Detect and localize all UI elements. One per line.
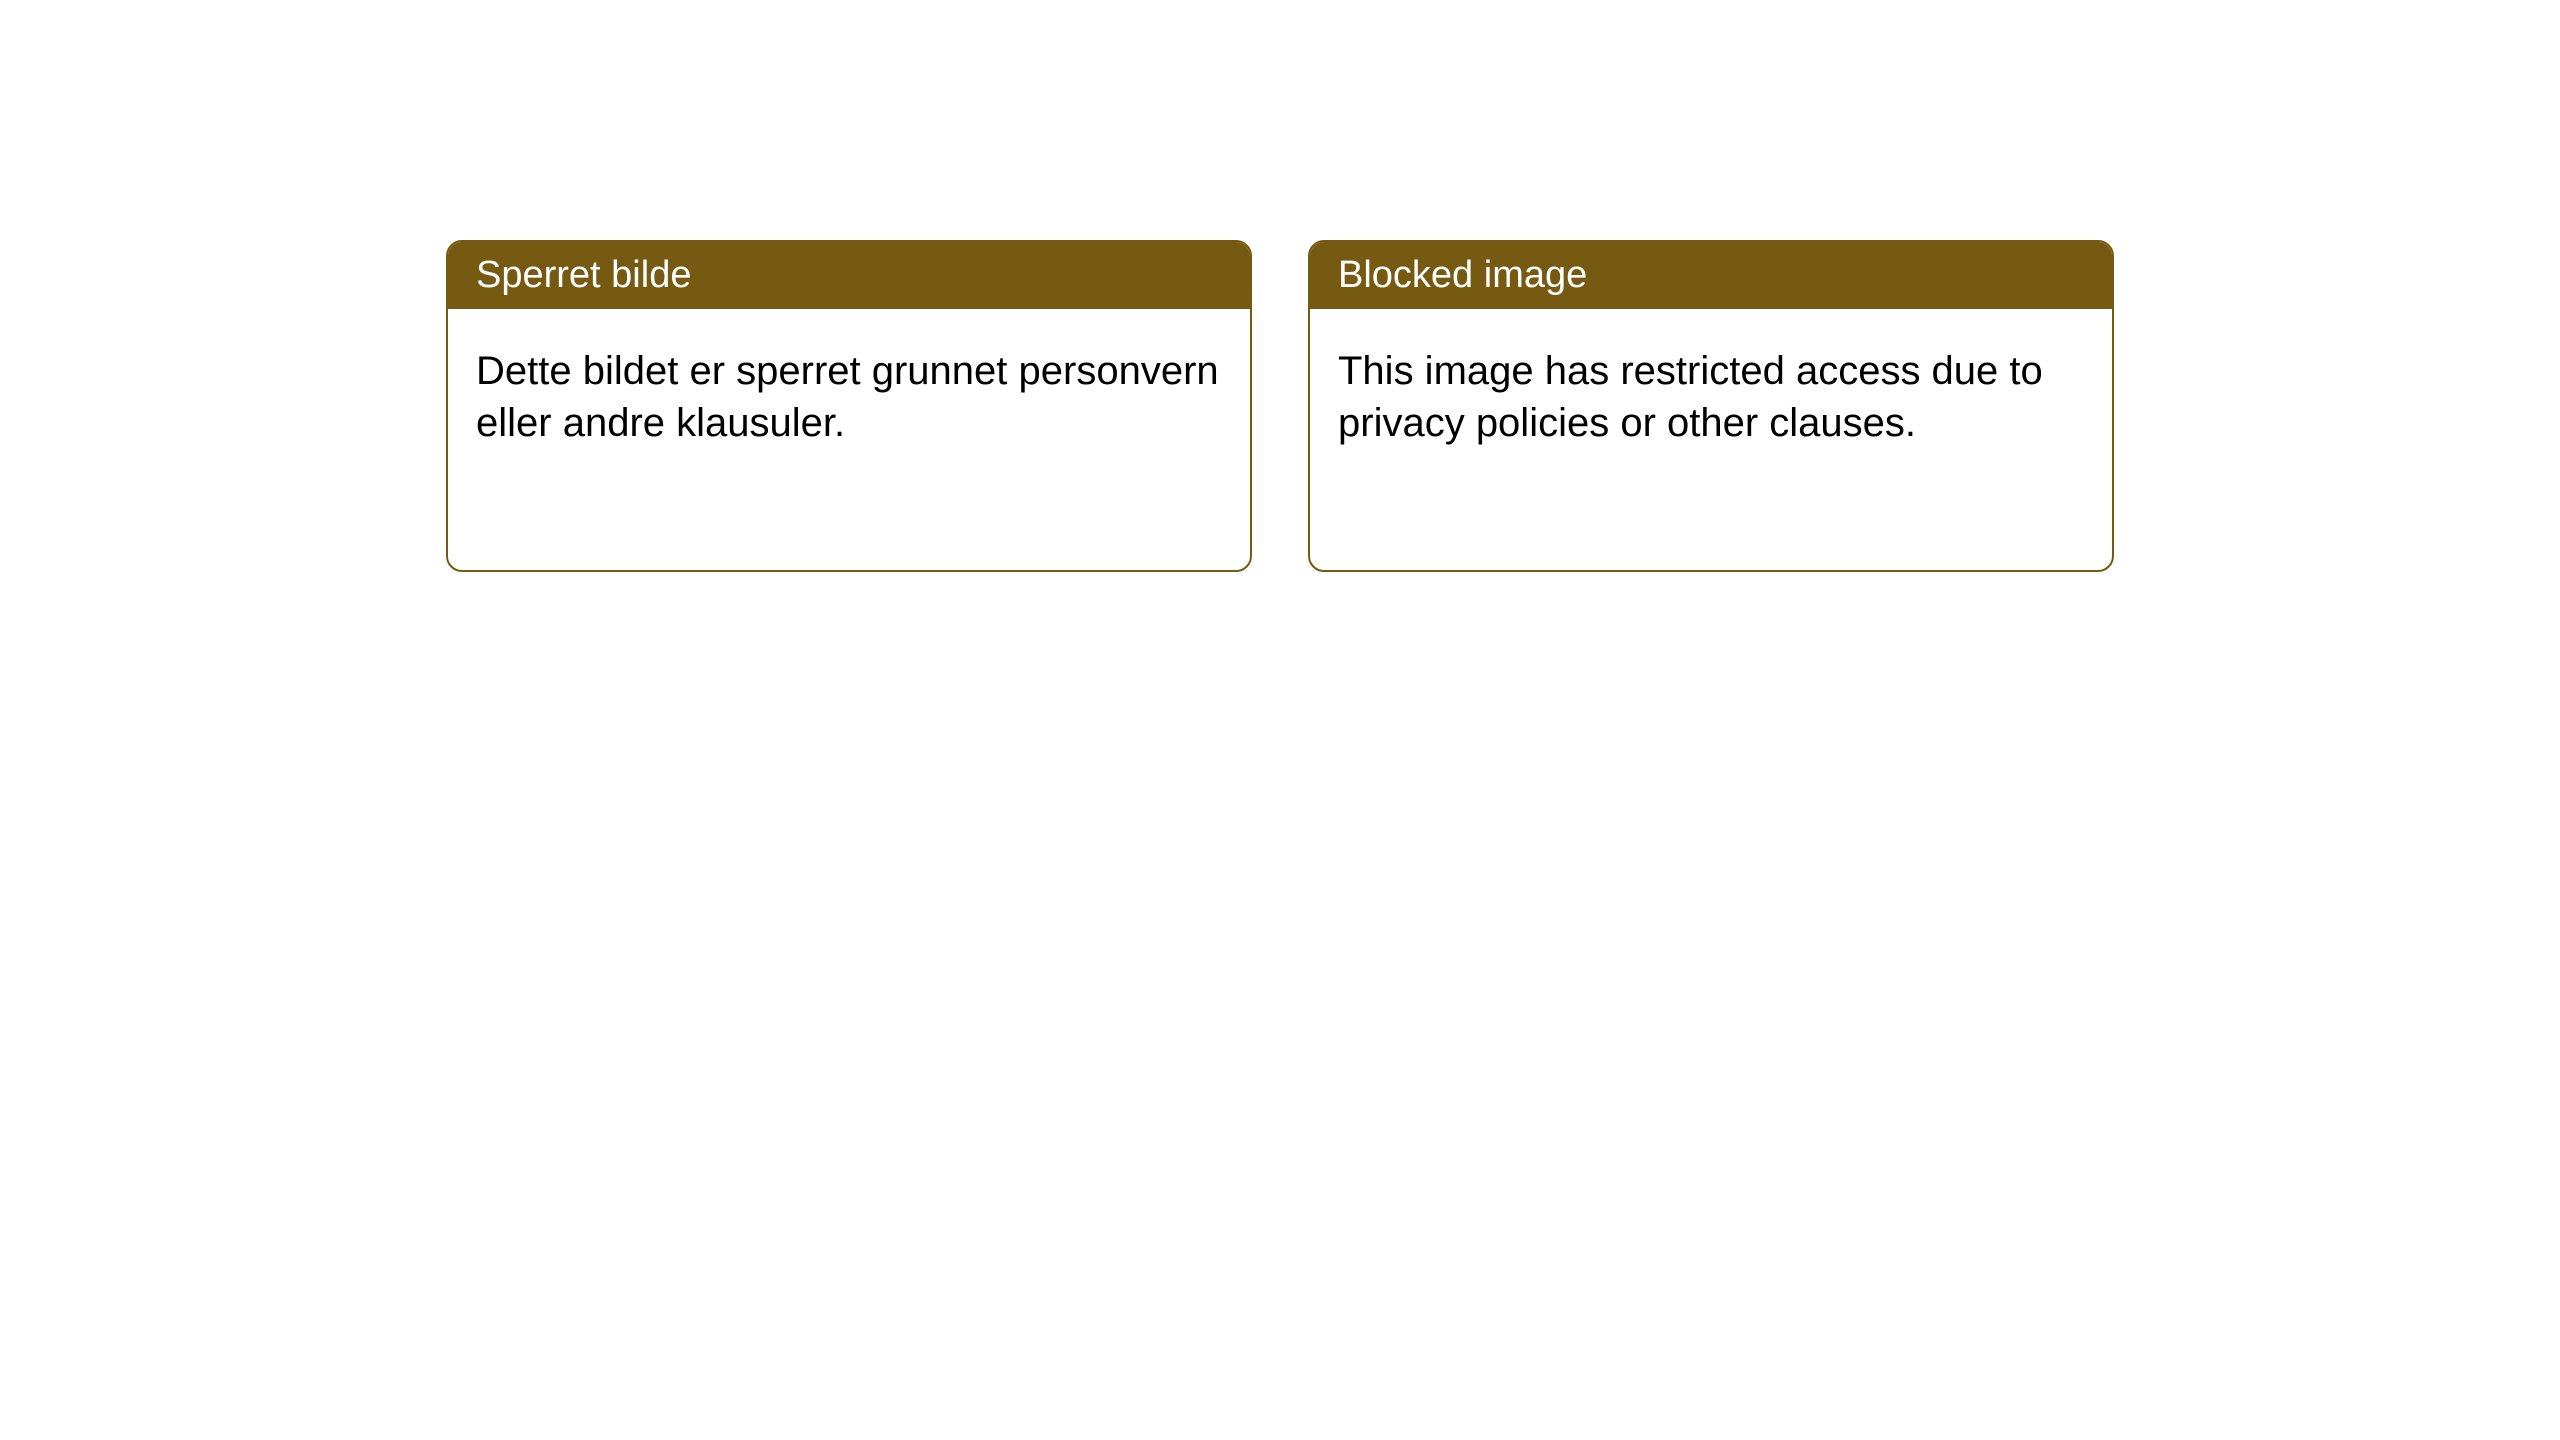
notice-card-english: Blocked image This image has restricted … (1308, 240, 2114, 572)
notice-title: Sperret bilde (448, 242, 1250, 309)
notice-card-norwegian: Sperret bilde Dette bildet er sperret gr… (446, 240, 1252, 572)
notice-body: Dette bildet er sperret grunnet personve… (448, 309, 1250, 485)
notice-body: This image has restricted access due to … (1310, 309, 2112, 485)
notice-title: Blocked image (1310, 242, 2112, 309)
notice-container: Sperret bilde Dette bildet er sperret gr… (446, 240, 2114, 572)
